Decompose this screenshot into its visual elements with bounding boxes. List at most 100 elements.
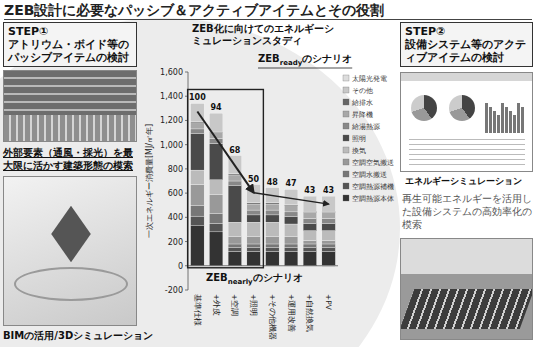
- ratio-label: 100: [189, 93, 206, 102]
- legend-swatch: [343, 135, 349, 141]
- bar-segment: [284, 217, 298, 224]
- legend-label: 空調熱源補機: [352, 183, 394, 191]
- ratio-label: 94: [211, 103, 223, 112]
- sim-pie: [411, 95, 437, 121]
- scenario-arrow: [254, 193, 329, 205]
- x-tick-label: +照明: [249, 294, 258, 316]
- y-tick-label: 1,200: [160, 116, 183, 125]
- sim-bar: [505, 107, 508, 133]
- y-tick-label: 600: [168, 189, 183, 198]
- bar-segment: [191, 129, 205, 134]
- bar-segment: [322, 223, 336, 230]
- bar-segment: [228, 237, 242, 244]
- caption: 再生可能エネルギーを活用した設備システムの高効率化の模索: [402, 192, 533, 231]
- bar-segment: [284, 224, 298, 237]
- y-tick-label: 1,000: [160, 141, 183, 150]
- bar-segment: [247, 244, 261, 248]
- scenario-sub: nearly: [228, 278, 253, 286]
- caption: エネルギーシミュレーション: [405, 175, 533, 187]
- legend-label: その他: [352, 87, 373, 95]
- legend-label: 換気: [352, 147, 366, 155]
- bar-segment: [228, 155, 242, 156]
- bar-segment: [266, 187, 280, 188]
- bar-segment: [303, 211, 317, 212]
- scenario-arrow: [197, 111, 253, 192]
- bar-segment: [284, 251, 298, 266]
- bar-segment: [191, 185, 205, 206]
- y-tick-label: 1,600: [160, 68, 183, 77]
- y-axis-title: 一次エネルギー消費量[MJ/㎡年]: [145, 124, 154, 238]
- bar-segment: [322, 248, 336, 252]
- bim-wind: [14, 267, 128, 301]
- bar-segment: [284, 248, 298, 252]
- scenario-suffix: のシナリオ: [302, 53, 352, 64]
- legend-label: 空調熱源本体: [352, 195, 394, 203]
- bar-segment: [191, 216, 205, 226]
- x-tick-label: +空調: [230, 294, 239, 316]
- legend-label: 太陽光発電: [352, 75, 387, 83]
- ratio-label: 50: [248, 175, 260, 184]
- bar-segment: [247, 222, 261, 237]
- bim-image: [3, 176, 137, 326]
- bar-segment: [191, 123, 205, 129]
- bar-segment: [303, 248, 317, 252]
- bar-segment: [191, 134, 205, 170]
- step-title: 設備システム等のアクティブアイテムの検討: [405, 38, 528, 64]
- ratio-label: 43: [304, 186, 315, 195]
- bar-segment: [303, 196, 317, 197]
- ratio-label: 68: [229, 146, 241, 155]
- bar-segment: [303, 219, 317, 224]
- bar-segment: [191, 170, 205, 185]
- bar-segment: [303, 251, 317, 266]
- bar-segment: [228, 244, 242, 248]
- legend-swatch: [343, 159, 349, 165]
- bar-segment: [247, 251, 261, 266]
- chart: ZEB化に向けてのエネルギーシミュレーションスタディ一次エネルギー消費量[MJ/…: [140, 20, 398, 345]
- sim-bar: [513, 115, 516, 133]
- bar-segment: [266, 215, 280, 222]
- bar-segment: [191, 122, 205, 123]
- step-title: アトリウム・ボイド等のパッシブアイテムの検討: [8, 38, 132, 64]
- y-tick: [185, 290, 188, 291]
- x-tick-label: +その他機器: [268, 294, 277, 340]
- bar-segment: [209, 180, 223, 195]
- legend-swatch: [343, 75, 349, 81]
- legend-label: 給排水: [351, 99, 373, 107]
- bar-segment: [228, 222, 242, 237]
- bar-segment: [284, 244, 298, 248]
- bar-segment: [191, 226, 205, 266]
- bar-segment: [247, 210, 261, 215]
- scenario-main: ZEB: [206, 272, 228, 283]
- bar-segment: [322, 219, 336, 224]
- chart-title: ZEB化に向けてのエネルギーシミュレーションスタディ: [192, 23, 334, 46]
- pv-panels: [400, 289, 533, 329]
- scenario-suffix: のシナリオ: [253, 272, 303, 283]
- bar-segment: [209, 143, 223, 179]
- bar-segment: [228, 181, 242, 186]
- legend-swatch: [343, 195, 349, 201]
- step-label: STEP②: [405, 25, 528, 38]
- bar-segment: [322, 231, 336, 241]
- bar-segment: [322, 251, 336, 266]
- caption: 外部要素（通風・採光）を最大限に活かす建築形態の模索: [3, 146, 137, 172]
- y-tick-label: -200: [165, 286, 183, 295]
- atrium-floor: [4, 115, 137, 142]
- bar-segment: [322, 211, 336, 212]
- scenario-box: [188, 89, 264, 267]
- page: ZEB設計に必要なパッシブ＆アクティブアイテムとその役割STEP①アトリウム・ボ…: [0, 0, 536, 347]
- step-label: STEP①: [8, 25, 132, 38]
- legend-swatch: [343, 171, 349, 177]
- ratio-label: 47: [286, 179, 297, 188]
- bar-segment: [209, 214, 223, 224]
- bar-segment: [322, 240, 336, 244]
- bar-segment: [209, 194, 223, 213]
- bar-segment: [322, 212, 336, 218]
- sim-rows: [409, 139, 525, 165]
- x-tick-label: +外皮: [212, 294, 221, 316]
- step-box: STEP①アトリウム・ボイド等のパッシブアイテムの検討: [3, 22, 137, 67]
- title-line: ミュレーションスタディ: [192, 35, 302, 46]
- bar-segment: [247, 204, 261, 210]
- bar-segment: [266, 210, 280, 215]
- bar-segment: [191, 103, 205, 104]
- bar-segment: [303, 223, 317, 230]
